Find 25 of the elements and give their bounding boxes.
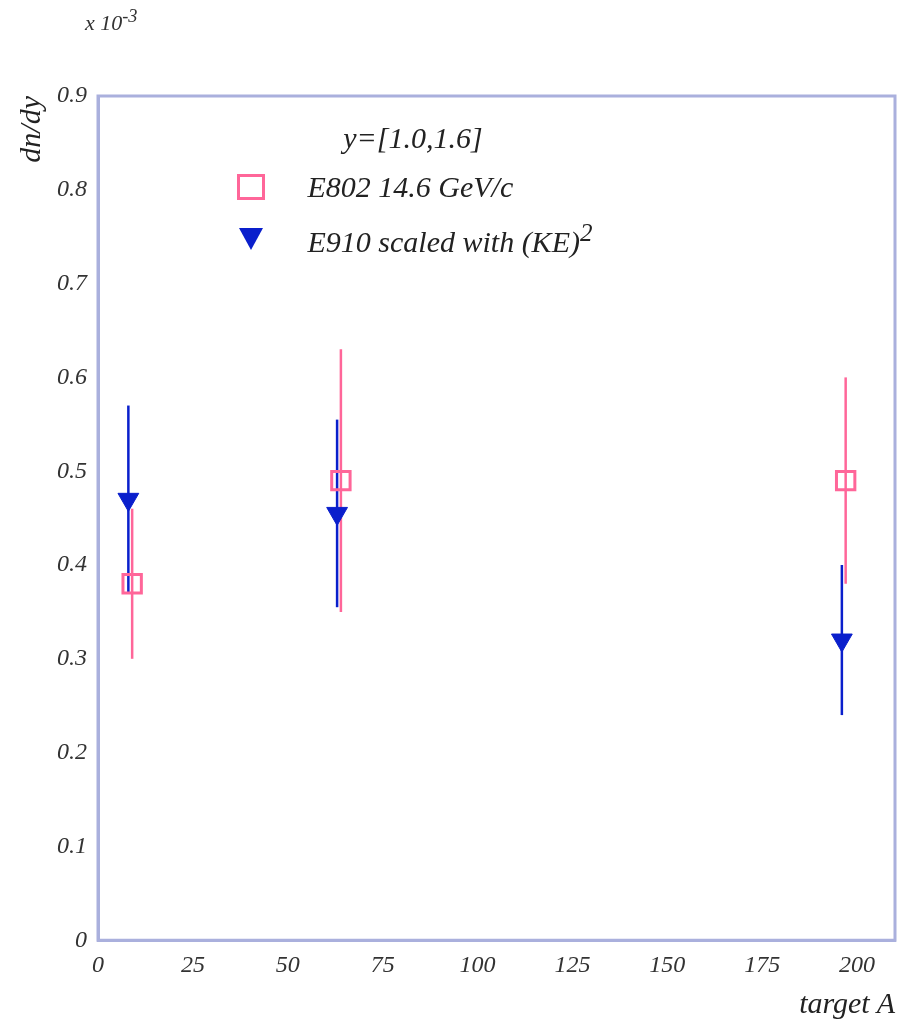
y-tick-label: 0.5 — [57, 456, 87, 483]
y-tick-label: 0 — [75, 925, 87, 952]
x-tick-label: 150 — [649, 950, 686, 977]
y-tick-label: 0.8 — [57, 175, 87, 202]
x-tick-label: 200 — [839, 950, 876, 977]
x-tick-label: 175 — [744, 950, 781, 977]
y-tick-label: 0.7 — [57, 268, 88, 295]
y-tick-label: 0.9 — [57, 81, 87, 108]
y-tick-label: 0.6 — [57, 362, 87, 389]
legend-label: E802 14.6 GeV/c — [307, 170, 514, 205]
y-tick-label: 0.1 — [57, 831, 87, 858]
y-tick-label: 0.2 — [57, 737, 87, 764]
y-tick-label: 0.3 — [57, 644, 87, 671]
x-tick-label: 75 — [370, 950, 395, 977]
legend-title: y=[1.0,1.6] — [340, 121, 484, 156]
x-tick-label: 125 — [554, 950, 591, 977]
legend-label: E910 scaled with (KE)$^{2}$ — [307, 219, 593, 260]
x-tick-label: 50 — [275, 950, 300, 977]
y-tick-label: 0.4 — [57, 550, 87, 577]
x-tick-label: 0 — [92, 950, 104, 977]
x-tick-label: 100 — [459, 950, 496, 977]
y-axis-title: dn/dy — [12, 95, 46, 163]
text: x 10$^{-3}$ — [85, 6, 138, 37]
x-tick-label: 25 — [180, 950, 205, 977]
x-axis-title: target A — [799, 985, 896, 1019]
